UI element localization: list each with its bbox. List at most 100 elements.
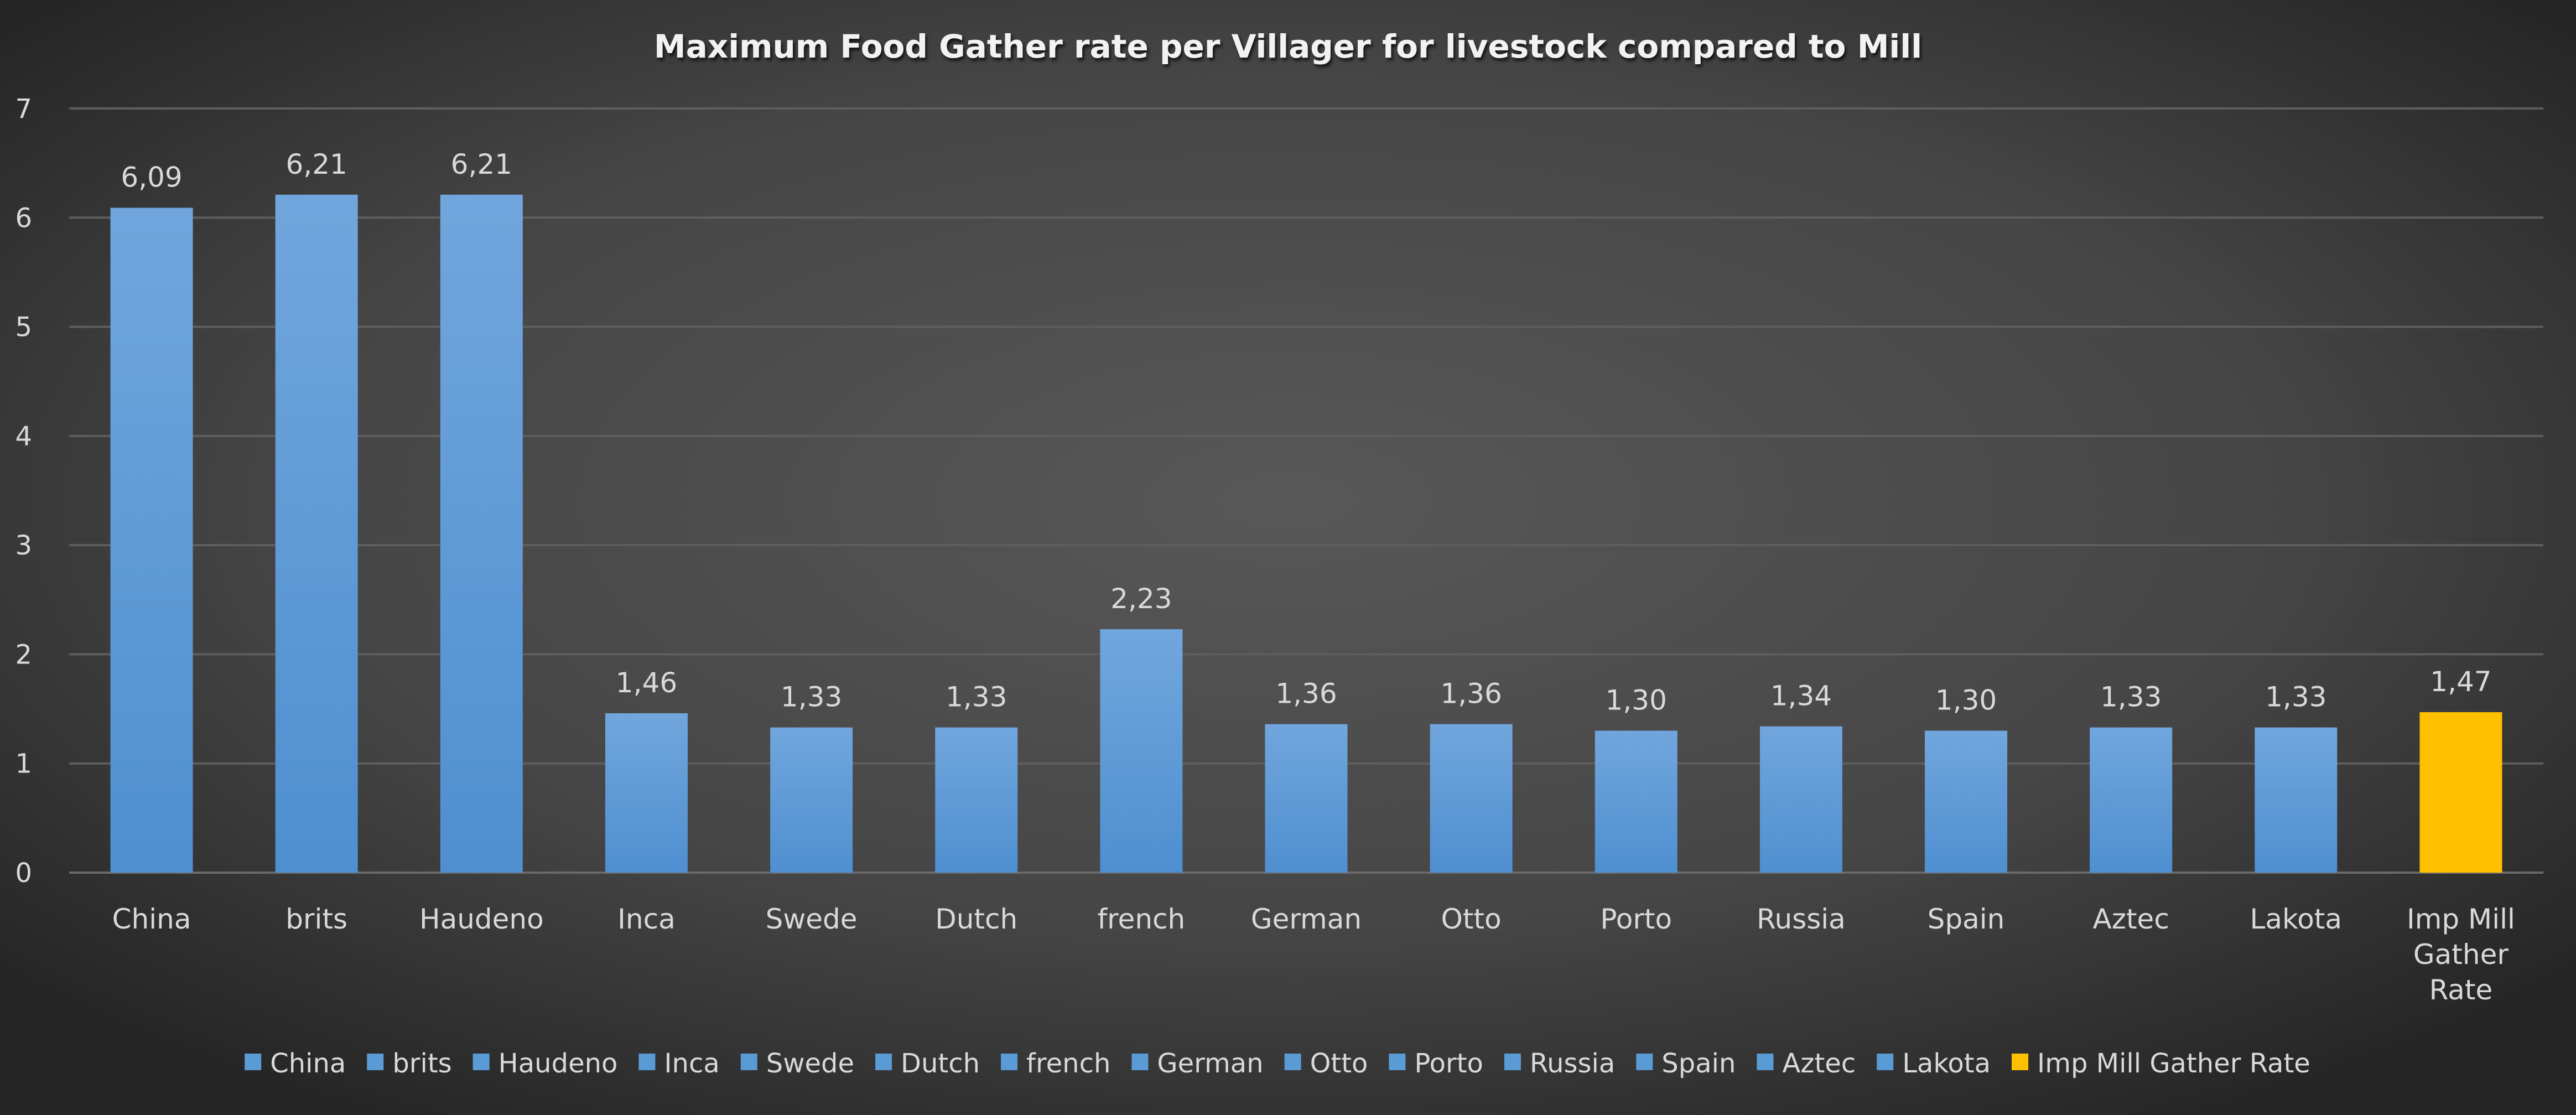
- legend-label: Imp Mill Gather Rate: [2037, 1048, 2310, 1079]
- category-label: Spain: [1928, 903, 2005, 935]
- data-labels: 6,09 6,21 6,21 1,46 1,33 1,33 2,23 1,36 1,36 1,30…: [121, 148, 2491, 717]
- bar: [935, 727, 1018, 873]
- bar: [605, 713, 688, 873]
- category-label: Dutch: [935, 903, 1017, 935]
- legend-item: Otto: [1284, 1048, 1368, 1079]
- legend-swatch: [1877, 1054, 1894, 1070]
- bar: [2255, 727, 2338, 873]
- legend-item: Spain: [1636, 1048, 1736, 1079]
- category-label: Haudeno: [419, 903, 544, 935]
- legend-label: Spain: [1661, 1048, 1736, 1079]
- category-label: Porto: [1600, 903, 1672, 935]
- category-label: Russia: [1757, 903, 1846, 935]
- data-label: 6,21: [451, 148, 512, 180]
- y-tick-label: 3: [15, 530, 32, 561]
- data-label: 1,33: [946, 681, 1007, 713]
- data-label: 1,34: [1770, 680, 1832, 712]
- y-tick-label: 7: [15, 94, 32, 125]
- legend-swatch: [875, 1054, 892, 1070]
- legend-label: Aztec: [1782, 1048, 1856, 1079]
- bar: [440, 194, 523, 873]
- data-label: 1,33: [2100, 681, 2162, 713]
- legend-item: Inca: [638, 1048, 720, 1079]
- category-label: Aztec: [2093, 903, 2169, 935]
- bars: [110, 194, 2502, 873]
- legend-swatch: [245, 1054, 262, 1070]
- legend-label: Inca: [664, 1048, 719, 1079]
- legend-item: Porto: [1389, 1048, 1483, 1079]
- legend-swatch: [1504, 1054, 1521, 1070]
- legend-swatch: [1757, 1054, 1774, 1070]
- legend-item: Haudeno: [472, 1048, 618, 1079]
- data-label: 1,46: [616, 667, 677, 699]
- category-label: Rate: [2429, 974, 2493, 1006]
- legend-label: German: [1157, 1048, 1263, 1079]
- bar: [2090, 727, 2173, 873]
- y-axis-ticks: 0 1 2 3 4 5 6 7: [15, 94, 32, 889]
- legend-label: Otto: [1310, 1048, 1368, 1079]
- bar: [1595, 730, 1677, 873]
- legend-item: Lakota: [1877, 1048, 1991, 1079]
- bar: [2419, 712, 2502, 873]
- bar: [1265, 724, 1348, 873]
- legend-item: brits: [367, 1048, 452, 1079]
- legend-label: China: [270, 1048, 346, 1079]
- bar: [1100, 629, 1183, 873]
- legend-swatch: [472, 1054, 490, 1070]
- legend-item: China: [245, 1048, 346, 1079]
- data-label: 1,47: [2430, 666, 2491, 698]
- bar: [1925, 730, 2008, 873]
- y-tick-label: 4: [15, 421, 32, 452]
- data-label: 2,23: [1110, 583, 1172, 615]
- legend-label: Haudeno: [498, 1048, 618, 1079]
- bar: [770, 727, 853, 873]
- legend-label: Swede: [766, 1048, 854, 1079]
- category-label: Lakota: [2250, 903, 2343, 935]
- legend-swatch: [1001, 1054, 1018, 1070]
- legend-label: brits: [392, 1048, 451, 1079]
- legend-item: German: [1131, 1048, 1264, 1079]
- category-label: brits: [285, 903, 347, 935]
- category-label: Inca: [617, 903, 676, 935]
- data-label: 6,09: [121, 162, 182, 194]
- data-label: 1,33: [2265, 681, 2326, 713]
- legend-swatch: [740, 1054, 757, 1070]
- legend-item: Swede: [740, 1048, 854, 1079]
- data-label: 1,36: [1275, 678, 1337, 710]
- y-tick-label: 0: [15, 858, 32, 889]
- legend-item: Aztec: [1757, 1048, 1856, 1079]
- chart-title: Maximum Food Gather rate per Villager fo…: [654, 28, 1922, 65]
- legend-label: Dutch: [901, 1048, 980, 1079]
- category-label: french: [1098, 903, 1186, 935]
- category-label: Imp Mill: [2407, 903, 2515, 935]
- x-axis-labels: China brits Haudeno Inca Swede Dutch french Ger…: [112, 903, 2515, 1006]
- legend: China brits Haudeno Inca Swede Dutch french Ger…: [245, 1048, 2310, 1079]
- legend-item: Dutch: [875, 1048, 980, 1079]
- category-label: German: [1251, 903, 1362, 935]
- data-label: 1,36: [1440, 678, 1502, 710]
- data-label: 1,30: [1606, 684, 1667, 717]
- legend-swatch: [1284, 1054, 1301, 1070]
- bar: [1759, 726, 1842, 873]
- category-label: Gather: [2413, 938, 2509, 971]
- legend-swatch: [638, 1054, 656, 1070]
- category-label: Otto: [1441, 903, 1502, 935]
- bar: [1430, 724, 1513, 873]
- legend-item: french: [1001, 1048, 1110, 1079]
- legend-swatch: [1131, 1054, 1149, 1070]
- data-label: 1,30: [1935, 684, 1997, 717]
- legend-label: Porto: [1414, 1048, 1483, 1079]
- legend-label: Russia: [1530, 1048, 1615, 1079]
- legend-item: Russia: [1504, 1048, 1615, 1079]
- legend-swatch: [2012, 1054, 2029, 1070]
- y-tick-label: 6: [15, 203, 32, 234]
- y-tick-label: 1: [15, 749, 32, 780]
- data-label: 6,21: [286, 148, 347, 180]
- y-tick-label: 2: [15, 639, 32, 670]
- category-label: Swede: [766, 903, 858, 935]
- legend-swatch: [1636, 1054, 1653, 1070]
- y-tick-label: 5: [15, 312, 32, 343]
- category-label: China: [112, 903, 191, 935]
